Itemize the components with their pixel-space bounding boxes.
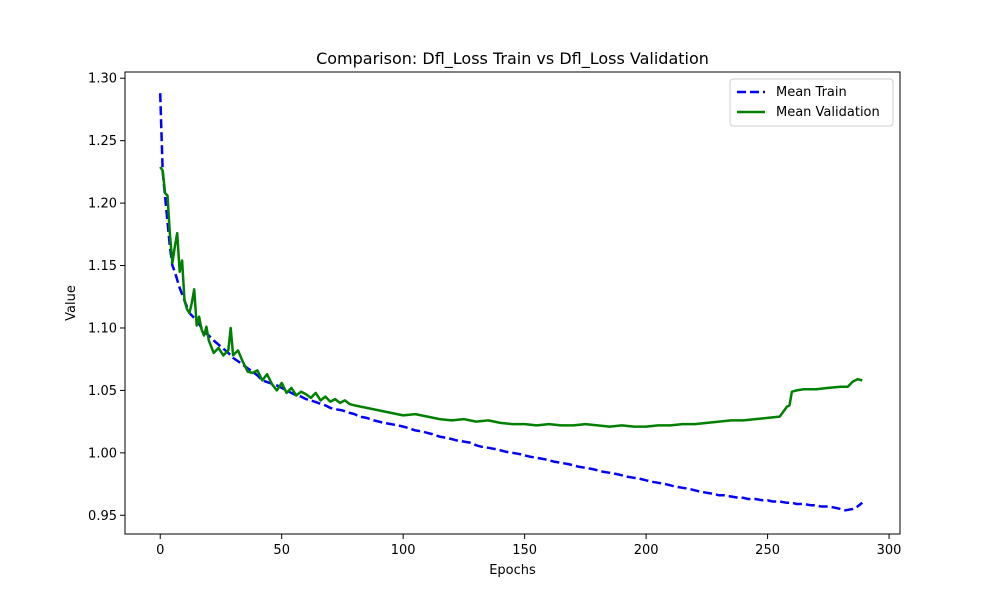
series-line-mean-train [158,93,864,512]
y-axis-label: Value [64,285,79,321]
y-tick-label: 1.20 [88,197,117,212]
y-tick-label: 1.00 [88,446,117,461]
x-tick-label: 100 [391,543,416,558]
x-tick-label: 150 [512,543,537,558]
plot-frame [124,71,901,535]
plot-area [124,71,901,535]
y-tick-label: 1.30 [88,72,117,87]
chart-title: Comparison: Dfl_Loss Train vs Dfl_Loss V… [316,49,709,69]
x-tick-label: 250 [755,543,780,558]
legend-label-mean-train: Mean Train [776,85,847,100]
x-axis: 0 50 100 150 200 250 300 [156,534,901,558]
y-tick-label: 1.25 [88,134,117,149]
legend-label-mean-validation: Mean Validation [776,105,880,120]
legend-box [729,78,894,127]
x-tick-label: 0 [156,543,164,558]
series-line-mean-validation [159,166,863,428]
x-tick-label: 200 [634,543,659,558]
x-tick-label: 50 [273,543,290,558]
x-tick-label: 300 [877,543,902,558]
series-layer [158,93,864,512]
y-tick-label: 0.95 [88,509,117,524]
y-axis: 0.95 1.00 1.05 1.10 1.15 1.20 1.25 1.30 [88,72,125,524]
y-tick-label: 1.05 [88,384,117,399]
y-tick-label: 1.10 [88,321,117,336]
x-axis-label: Epochs [489,563,536,578]
y-tick-label: 1.15 [88,259,117,274]
legend: Mean Train Mean Validation [729,78,894,127]
